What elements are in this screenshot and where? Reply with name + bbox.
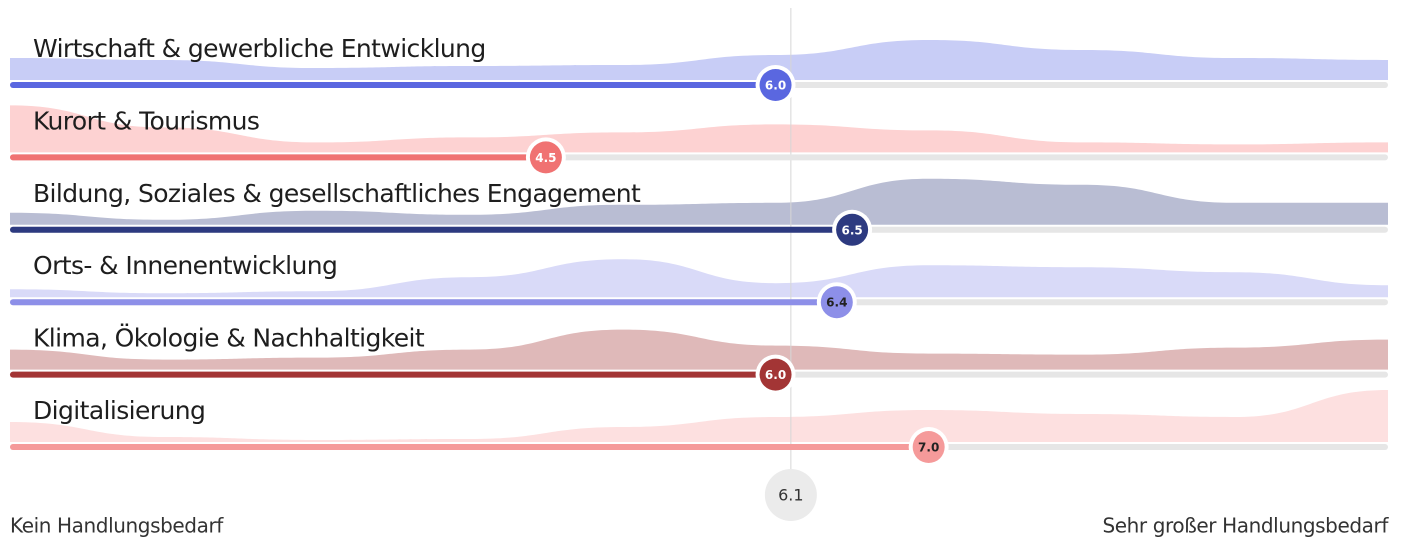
knob: [759, 69, 792, 101]
value-label: 6.0: [765, 368, 786, 382]
bar: [10, 444, 929, 450]
knob: [759, 358, 792, 391]
value-label: 6.5: [841, 223, 862, 237]
knob: [529, 141, 562, 174]
knob: [820, 286, 853, 319]
distribution-area: [10, 40, 1388, 80]
foreground: 6.1 Wirtschaft & gewerbliche Entwicklung 6…: [10, 34, 1388, 521]
value-label: 4.5: [535, 151, 556, 165]
bar: [10, 226, 853, 233]
bar: [10, 82, 776, 88]
value-label: 7.0: [918, 441, 939, 455]
distribution-area: [10, 259, 1388, 298]
row-label: Klima, Ökologie & Nachhaltigkeit: [33, 324, 425, 353]
distribution-area: [10, 390, 1388, 442]
areas: [10, 40, 1388, 442]
value-label: 6.4: [826, 296, 847, 310]
distribution-area: [10, 178, 1388, 225]
distribution-area: [10, 105, 1388, 153]
distribution-area: [10, 329, 1388, 370]
average-badge: [764, 469, 817, 521]
row-label: Bildung, Soziales & gesellschaftliches E…: [33, 179, 641, 208]
bar: [10, 299, 837, 306]
left-label: Kein Handlungsbedarf: [10, 514, 224, 538]
average-label: 6.1: [778, 486, 803, 505]
row-label: Wirtschaft & gewerbliche Entwicklung: [33, 34, 486, 63]
row-label: Kurort & Tourismus: [33, 106, 259, 135]
row-label: Orts- & Innenentwicklung: [33, 251, 337, 280]
row-label: Digitalisierung: [33, 396, 205, 425]
knob: [912, 431, 945, 463]
right-label: Sehr großer Handlungsbedarf: [1102, 514, 1389, 538]
bar: [10, 154, 546, 161]
value-label: 6.0: [765, 79, 786, 93]
knob: [836, 213, 869, 246]
bar: [10, 371, 776, 378]
